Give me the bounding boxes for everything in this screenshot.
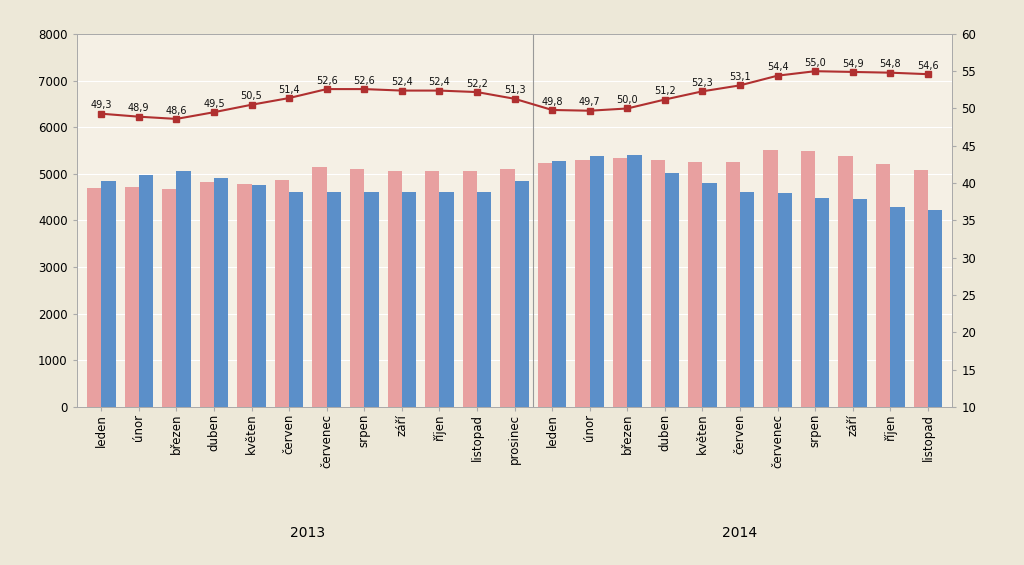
- Bar: [890, 207, 904, 407]
- Bar: [214, 179, 228, 407]
- Bar: [274, 180, 289, 407]
- Text: 51,2: 51,2: [654, 86, 676, 96]
- Bar: [350, 169, 365, 407]
- Bar: [877, 164, 890, 407]
- Bar: [853, 199, 867, 407]
- Bar: [365, 192, 379, 407]
- Bar: [665, 173, 679, 407]
- Bar: [200, 182, 214, 407]
- Bar: [87, 188, 101, 407]
- Bar: [176, 171, 190, 407]
- Bar: [515, 181, 528, 407]
- Bar: [125, 187, 139, 407]
- Text: 49,3: 49,3: [90, 101, 112, 110]
- Bar: [928, 210, 942, 407]
- Text: 48,6: 48,6: [166, 106, 187, 116]
- Bar: [139, 175, 153, 407]
- Text: 49,8: 49,8: [542, 97, 563, 107]
- Text: 54,6: 54,6: [918, 61, 939, 71]
- Text: 48,9: 48,9: [128, 103, 150, 114]
- Bar: [575, 160, 590, 407]
- Bar: [726, 162, 740, 407]
- Text: 50,0: 50,0: [616, 95, 638, 105]
- Text: 54,9: 54,9: [842, 59, 863, 68]
- Text: 52,4: 52,4: [391, 77, 413, 87]
- Bar: [162, 189, 176, 407]
- Text: 52,6: 52,6: [353, 76, 375, 86]
- Text: 52,2: 52,2: [466, 79, 487, 89]
- Bar: [613, 158, 628, 407]
- Text: 49,7: 49,7: [579, 97, 600, 107]
- Bar: [327, 192, 341, 407]
- Bar: [688, 162, 702, 407]
- Bar: [387, 171, 401, 407]
- Bar: [628, 155, 642, 407]
- Text: 52,6: 52,6: [315, 76, 338, 86]
- Text: 51,4: 51,4: [279, 85, 300, 95]
- Bar: [839, 155, 853, 407]
- Text: 50,5: 50,5: [241, 92, 262, 101]
- Bar: [439, 192, 454, 407]
- Bar: [763, 150, 777, 407]
- Bar: [101, 181, 116, 407]
- Text: 49,5: 49,5: [203, 99, 224, 109]
- Bar: [777, 193, 792, 407]
- Bar: [740, 192, 755, 407]
- Bar: [312, 167, 327, 407]
- Bar: [815, 198, 829, 407]
- Bar: [289, 192, 303, 407]
- Bar: [801, 151, 815, 407]
- Bar: [552, 160, 566, 407]
- Text: 54,8: 54,8: [880, 59, 901, 69]
- Bar: [425, 171, 439, 407]
- Text: 52,3: 52,3: [691, 78, 714, 88]
- Bar: [238, 184, 252, 407]
- Text: 52,4: 52,4: [428, 77, 451, 87]
- Bar: [252, 185, 266, 407]
- Text: 53,1: 53,1: [729, 72, 751, 82]
- Bar: [650, 160, 665, 407]
- Bar: [702, 183, 717, 407]
- Text: 55,0: 55,0: [804, 58, 826, 68]
- Text: 51,3: 51,3: [504, 85, 525, 95]
- Text: 2014: 2014: [723, 526, 758, 540]
- Bar: [401, 192, 416, 407]
- Bar: [501, 169, 515, 407]
- Bar: [463, 171, 477, 407]
- Bar: [477, 192, 492, 407]
- Bar: [590, 155, 604, 407]
- Text: 2013: 2013: [291, 526, 326, 540]
- Bar: [538, 163, 552, 407]
- Bar: [913, 170, 928, 407]
- Text: 54,4: 54,4: [767, 62, 788, 72]
